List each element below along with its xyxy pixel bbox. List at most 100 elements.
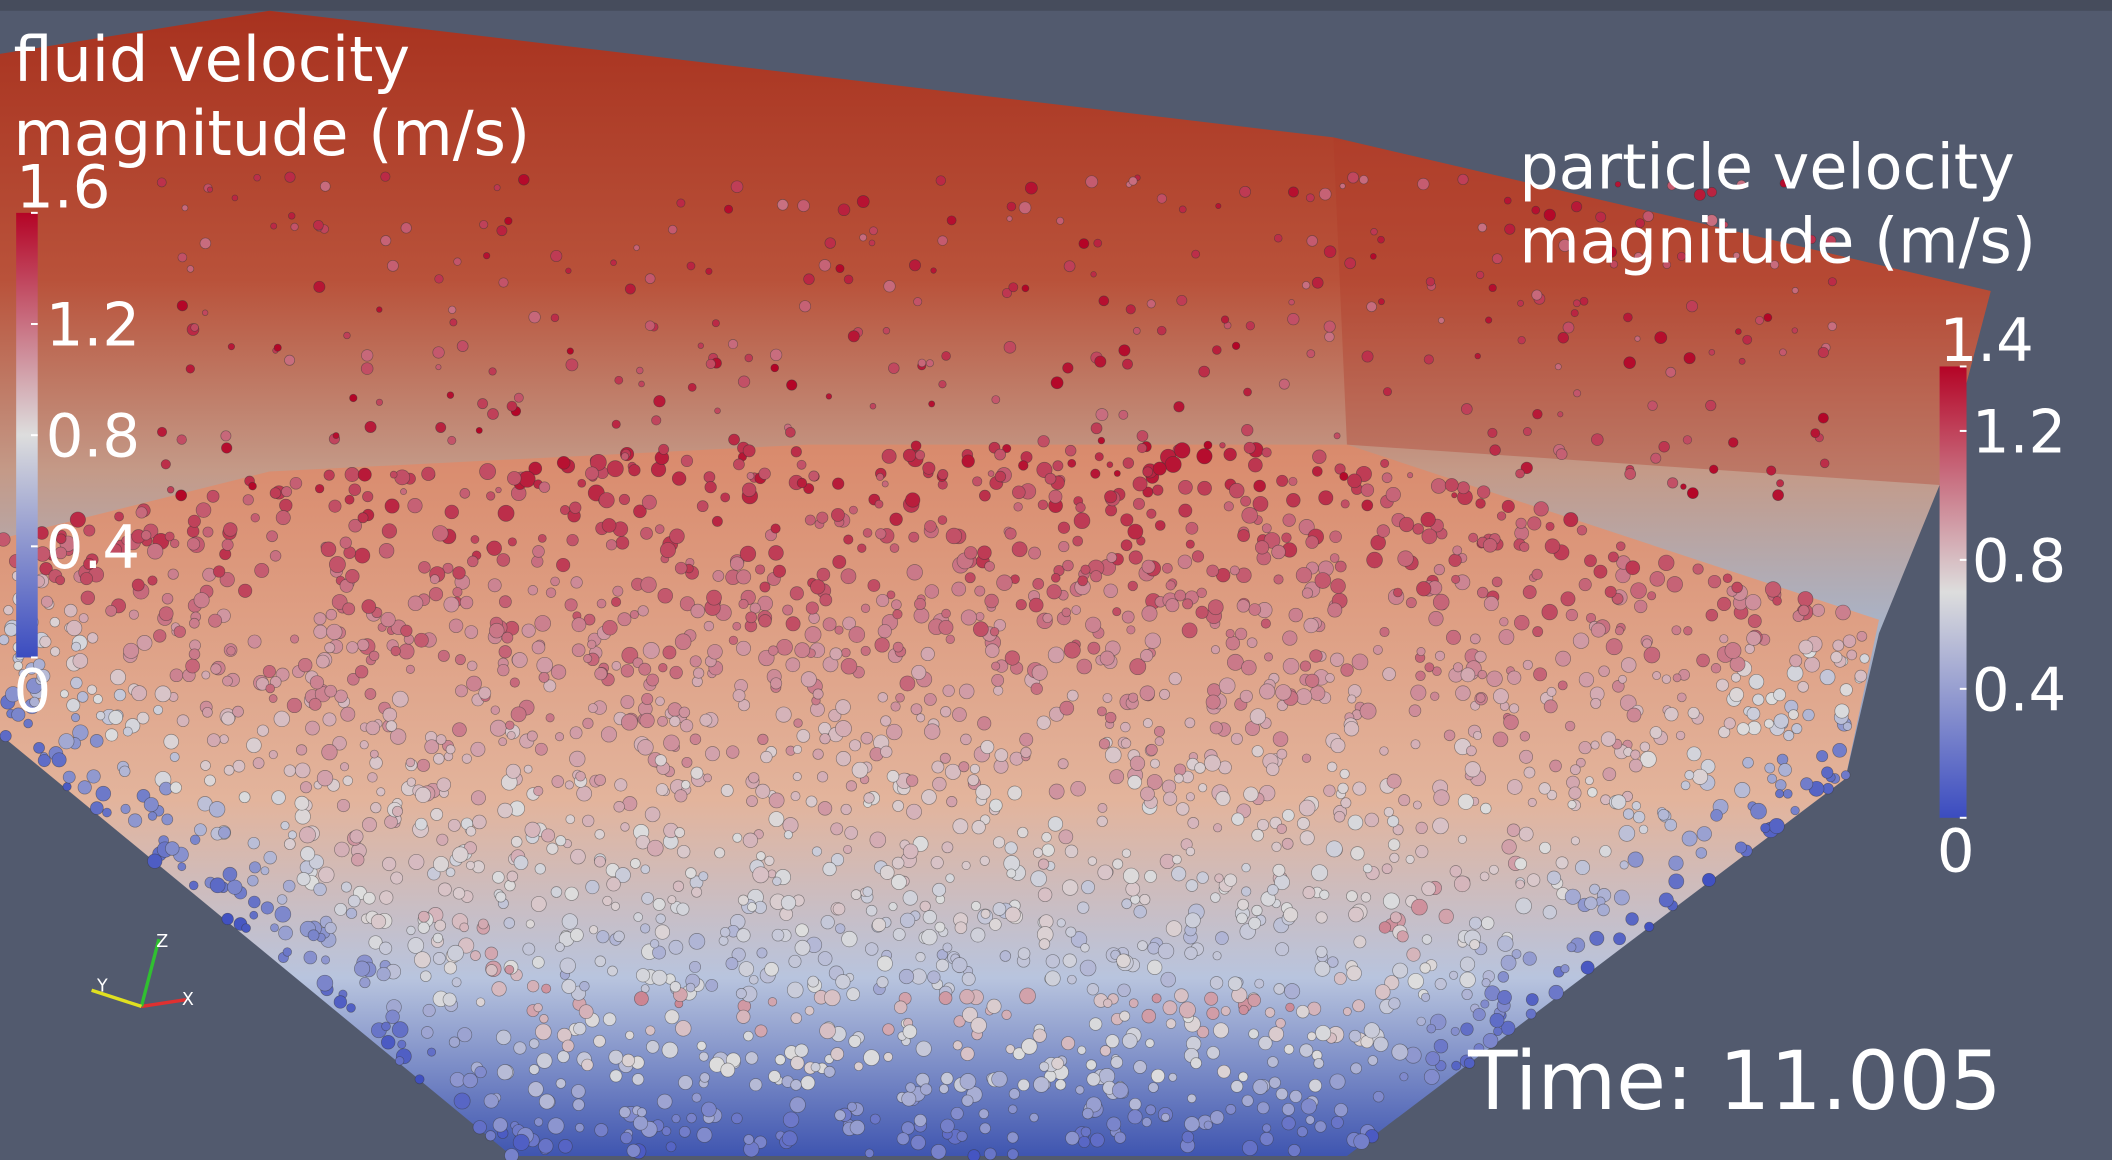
particle (539, 1094, 554, 1109)
particle (1289, 477, 1297, 485)
particle (883, 1024, 895, 1036)
suspended-particle (1378, 299, 1384, 305)
particle (203, 527, 213, 537)
particle (1186, 880, 1198, 892)
particle (1769, 818, 1784, 833)
particle (1066, 927, 1076, 937)
suspended-particle (1518, 336, 1526, 344)
suspended-particle (1424, 355, 1433, 364)
particle (87, 770, 100, 783)
particle (1264, 653, 1272, 661)
particle (452, 723, 466, 737)
suspended-particle (1007, 216, 1012, 221)
particle (222, 539, 233, 550)
particle (551, 577, 560, 586)
particle (1422, 882, 1436, 896)
suspended-particle (1359, 175, 1368, 184)
particle (502, 632, 513, 643)
particle (1316, 912, 1327, 923)
particle (1640, 742, 1650, 752)
particle (1816, 750, 1827, 761)
particle (890, 513, 903, 526)
particle (896, 693, 905, 702)
suspended-particle (496, 487, 502, 493)
suspended-particle (1243, 388, 1251, 396)
particle (1334, 972, 1346, 984)
particle (1185, 913, 1200, 928)
particle (582, 815, 594, 827)
particle (623, 797, 637, 811)
particle (1198, 481, 1212, 495)
suspended-particle (1743, 335, 1752, 344)
particle (1588, 787, 1598, 797)
particle (73, 653, 88, 668)
suspended-particle (770, 349, 782, 361)
particle (189, 649, 200, 660)
particle (570, 727, 582, 739)
particle (1790, 655, 1802, 667)
particle (1111, 1056, 1123, 1068)
particle (1498, 990, 1512, 1004)
particle (1343, 1007, 1351, 1015)
particle (1315, 1025, 1330, 1040)
particle (615, 779, 627, 791)
particle (971, 928, 985, 942)
particle (354, 961, 369, 976)
particle (1377, 525, 1390, 538)
suspended-particle (1504, 197, 1511, 204)
particle (1065, 445, 1076, 456)
particle (1330, 554, 1339, 563)
particle (298, 658, 312, 672)
particle (920, 1084, 931, 1095)
particle (1272, 842, 1281, 851)
particle (1232, 813, 1244, 825)
particle (920, 901, 931, 912)
particle (770, 678, 781, 689)
particle (121, 804, 130, 813)
particle (708, 644, 723, 659)
particle (321, 956, 329, 964)
particle (761, 751, 773, 763)
suspended-particle (1334, 433, 1340, 439)
particle (499, 596, 511, 608)
particle (63, 782, 71, 790)
suspended-particle (836, 264, 844, 272)
particle (1145, 633, 1161, 649)
particle (968, 1150, 980, 1160)
particle (985, 594, 999, 608)
particle (1262, 448, 1271, 457)
particle (1328, 603, 1342, 617)
particle (1681, 781, 1690, 790)
particle (523, 943, 535, 955)
particle (524, 765, 532, 773)
particle (1121, 722, 1131, 732)
particle (1573, 633, 1589, 649)
particle (1242, 1095, 1253, 1106)
particle (1821, 767, 1833, 779)
particle (1020, 733, 1033, 746)
suspended-particle (1571, 309, 1578, 316)
particle (642, 693, 653, 704)
suspended-particle (634, 245, 640, 251)
particle (266, 684, 275, 693)
particle (1265, 1008, 1275, 1018)
particle (1452, 1061, 1461, 1070)
particle (1469, 533, 1478, 542)
particle (529, 1064, 539, 1074)
particle (1833, 743, 1847, 757)
suspended-particle (1079, 239, 1089, 249)
legend-tick-label: 0.8 (1972, 526, 2066, 595)
particle (1761, 823, 1770, 832)
particle (325, 643, 335, 653)
particle (760, 582, 770, 592)
particle (997, 575, 1013, 591)
particle (417, 759, 429, 771)
particle (209, 614, 222, 627)
particle (87, 685, 96, 694)
particle (1857, 631, 1867, 641)
particle (1348, 695, 1356, 703)
particle (1309, 1079, 1322, 1092)
particle (897, 1133, 909, 1145)
particle (466, 861, 474, 869)
particle (1774, 689, 1786, 701)
